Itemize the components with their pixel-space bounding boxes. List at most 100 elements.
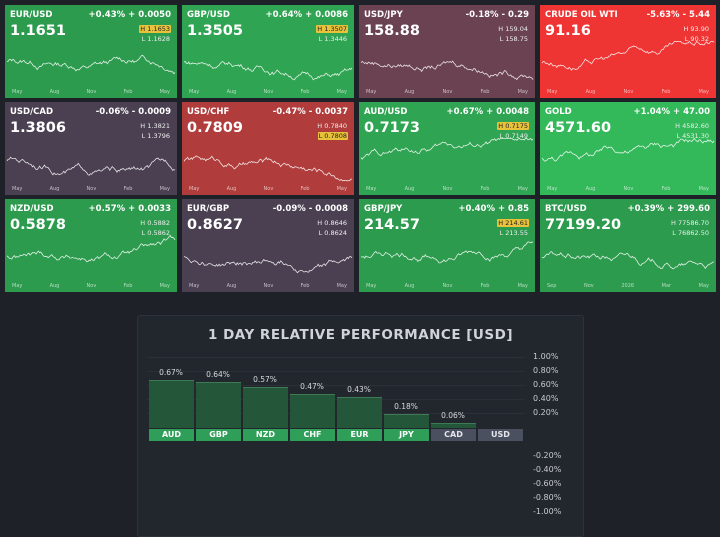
tile-time-axis: May Aug Nov Feb May <box>9 186 173 194</box>
axis-tick-label: Nov <box>442 89 453 95</box>
tile-change: +0.57% + 0.0033 <box>88 204 171 214</box>
tile-gold[interactable]: GOLD +1.04% + 47.00 4571.60 H 4582.60 L 4531… <box>540 102 716 195</box>
axis-tick-label: Feb <box>480 186 490 192</box>
axis-tick-label: Feb <box>123 283 133 289</box>
tile-high-low: H 159.04 L 158.75 <box>497 25 529 44</box>
currency-label-jpy[interactable]: JPY <box>384 429 429 441</box>
tile-eur-usd[interactable]: EUR/USD +0.43% + 0.0050 1.1651 H 1.1653 L 1.… <box>5 5 177 98</box>
tile-high: H 77586.70 <box>671 219 709 227</box>
sparkline-chart <box>183 60 353 81</box>
tile-change: -0.06% - 0.0009 <box>95 107 171 117</box>
tile-high: H 0.8646 <box>317 219 347 227</box>
tile-usd-jpy[interactable]: USD/JPY -0.18% - 0.29 158.88 H 159.04 L 158.… <box>359 5 535 98</box>
axis-tick-label: Feb <box>300 186 310 192</box>
axis-tick-label: Feb <box>300 283 310 289</box>
tile-high: H 0.5882 <box>140 219 170 227</box>
axis-tick-label: Nov <box>442 186 453 192</box>
tile-aud-usd[interactable]: AUD/USD +0.67% + 0.0048 0.7173 H 0.7175 L 0.… <box>359 102 535 195</box>
tile-high-low: H 1.3821 L 1.3796 <box>139 122 171 141</box>
tile-high-low: H 0.7175 L 0.7149 <box>497 122 529 141</box>
gridline <box>147 371 525 372</box>
tile-nzd-usd[interactable]: NZD/USD +0.57% + 0.0033 0.5878 H 0.5882 L 0.… <box>5 199 177 292</box>
axis-tick-label: Nov <box>86 186 97 192</box>
tile-change: +0.39% + 299.60 <box>627 204 710 214</box>
currency-label-aud[interactable]: AUD <box>149 429 194 441</box>
bar-value-label: 0.06% <box>441 410 465 420</box>
bar-aud <box>149 380 194 428</box>
gridline <box>147 399 525 400</box>
currency-label-nzd[interactable]: NZD <box>243 429 288 441</box>
tile-usd-chf[interactable]: USD/CHF -0.47% - 0.0037 0.7809 H 0.7840 L 0.… <box>182 102 354 195</box>
tile-change: +0.43% + 0.0050 <box>88 10 171 20</box>
sparkline-chart <box>6 156 176 176</box>
axis-tick-label: Aug <box>404 283 415 289</box>
axis-tick-label: Nov <box>263 186 274 192</box>
tile-price: 1.3806 <box>10 120 66 136</box>
tile-change: -5.63% - 5.44 <box>646 10 710 20</box>
axis-tick-label: Mar <box>661 283 672 289</box>
tile-btc-usd[interactable]: BTC/USD +0.39% + 299.60 77199.20 H 77586.70… <box>540 199 716 292</box>
sparkline-chart <box>360 60 534 81</box>
axis-tick-label: May <box>366 186 377 192</box>
tile-time-axis: May Aug Nov Feb May <box>544 89 712 97</box>
axis-tick-label: May <box>366 283 377 289</box>
tile-change: -0.09% - 0.0008 <box>272 204 348 214</box>
axis-tick-label: Aug <box>585 186 596 192</box>
axis-tick-label: May <box>12 89 23 95</box>
tile-time-axis: May Aug Nov Feb May <box>9 283 173 291</box>
y-axis-tick-label: -0.80% <box>533 493 562 502</box>
tile-price: 0.8627 <box>187 217 243 233</box>
tile-low: L 158.75 <box>499 34 528 43</box>
tile-high: H 93.90 <box>683 25 709 33</box>
y-axis-tick-label: -0.40% <box>533 465 562 474</box>
bar-eur <box>337 396 382 428</box>
sparkline-chart <box>360 241 534 264</box>
tile-symbol: USD/CAD <box>10 107 54 117</box>
bar-jpy <box>384 414 429 428</box>
tile-eur-gbp[interactable]: EUR/GBP -0.09% - 0.0008 0.8627 H 0.8646 L 0.… <box>182 199 354 292</box>
sparkline-path <box>360 60 534 81</box>
axis-tick-label: May <box>12 186 23 192</box>
tile-time-axis: May Aug Nov Feb May <box>544 186 712 194</box>
tile-crude-oil-wti[interactable]: CRUDE OIL WTI -5.63% - 5.44 91.16 H 93.90 L … <box>540 5 716 98</box>
axis-tick-label: Nov <box>623 89 634 95</box>
axis-tick-label: May <box>189 186 200 192</box>
gridline <box>147 385 525 386</box>
tile-high-low: H 0.5882 L 0.5862 <box>139 219 171 238</box>
tile-time-axis: May Aug Nov Feb May <box>363 186 531 194</box>
axis-tick-label: May <box>517 89 528 95</box>
tile-high: H 1.3507 <box>316 25 348 33</box>
tile-gbp-usd[interactable]: GBP/USD +0.64% + 0.0086 1.3505 H 1.3507 L 1.… <box>182 5 354 98</box>
sparkline-chart <box>541 251 715 270</box>
axis-tick-label: May <box>159 89 170 95</box>
tile-symbol: AUD/USD <box>364 107 408 117</box>
axis-tick-label: May <box>517 283 528 289</box>
sparkline-path <box>360 137 534 160</box>
tile-high-low: H 77586.70 L 76862.50 <box>670 219 710 238</box>
axis-tick-label: Nov <box>86 283 97 289</box>
currency-label-usd[interactable]: USD <box>478 429 523 441</box>
tile-low: L 0.8624 <box>318 228 347 237</box>
gridline <box>147 357 525 358</box>
y-axis-tick-label: -0.60% <box>533 479 562 488</box>
tile-usd-cad[interactable]: USD/CAD -0.06% - 0.0009 1.3806 H 1.3821 L 1.… <box>5 102 177 195</box>
tile-high-low: H 1.1653 L 1.1628 <box>139 25 171 44</box>
y-axis-tick-label: 0.60% <box>533 380 559 389</box>
tile-gbp-jpy[interactable]: GBP/JPY +0.40% + 0.85 214.57 H 214.61 L 213.… <box>359 199 535 292</box>
axis-tick-label: Feb <box>480 283 490 289</box>
sparkline-chart <box>6 54 176 75</box>
currency-label-eur[interactable]: EUR <box>337 429 382 441</box>
tile-symbol: CRUDE OIL WTI <box>545 10 618 20</box>
bar-value-label: 0.57% <box>253 375 277 385</box>
currency-label-chf[interactable]: CHF <box>290 429 335 441</box>
tile-low: L 76862.50 <box>672 228 709 237</box>
tile-symbol: GBP/JPY <box>364 204 403 214</box>
currency-label-cad[interactable]: CAD <box>431 429 476 441</box>
tile-price: 91.16 <box>545 23 591 39</box>
tile-price: 214.57 <box>364 217 420 233</box>
axis-tick-label: Feb <box>661 186 671 192</box>
axis-tick-label: Aug <box>49 89 60 95</box>
tile-low: L 1.3446 <box>318 34 347 43</box>
sparkline-path <box>6 156 176 176</box>
currency-label-gbp[interactable]: GBP <box>196 429 241 441</box>
